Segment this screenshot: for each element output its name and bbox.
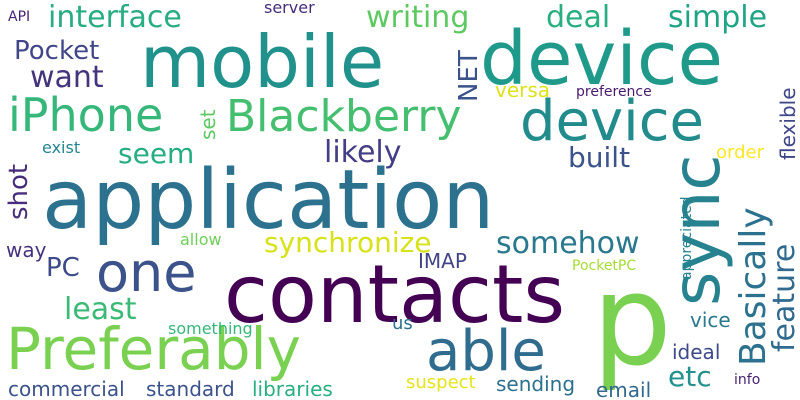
word-info: info	[734, 372, 761, 388]
word-allow: allow	[180, 230, 222, 249]
word-net: NET	[454, 50, 484, 102]
word-least: least	[64, 292, 137, 327]
word-able: able	[426, 319, 546, 384]
word-sending: sending	[496, 372, 576, 396]
word-device-top: device	[480, 16, 724, 102]
word-versa: versa	[495, 78, 551, 102]
word-shot: shot	[4, 163, 34, 220]
word-order: order	[716, 142, 764, 163]
word-pocket: Pocket	[14, 36, 100, 66]
word-seem: seem	[118, 137, 195, 170]
word-vice: vice	[690, 308, 731, 332]
word-synchronize: synchronize	[264, 226, 432, 259]
word-sync: sync	[658, 154, 735, 306]
word-feature: feature	[767, 243, 800, 352]
word-way: way	[6, 238, 47, 262]
word-want: want	[30, 60, 104, 95]
word-etc: etc	[668, 360, 712, 393]
word-flexible: flexible	[776, 87, 800, 161]
word-libraries: libraries	[252, 377, 333, 400]
word-server: server	[264, 0, 315, 17]
word-imap: IMAP	[418, 249, 467, 273]
word-ideal: ideal	[672, 340, 721, 364]
word-mobile: mobile	[140, 20, 385, 104]
word-iphone: iPhone	[8, 88, 164, 142]
word-interface: interface	[48, 0, 182, 35]
word-pocketpc: PocketPC	[572, 258, 637, 274]
word-something: something	[168, 319, 253, 338]
word-one: one	[96, 241, 197, 304]
word-api: API	[8, 9, 31, 25]
word-application: application	[42, 153, 495, 248]
word-commercial: commercial	[8, 377, 125, 400]
word-likely: likely	[324, 135, 402, 170]
word-standard: standard	[146, 377, 235, 400]
word-pc: PC	[46, 253, 80, 283]
word-p: p	[592, 247, 672, 394]
word-preference: preference	[576, 84, 652, 100]
word-writing: writing	[366, 0, 470, 35]
word-built: built	[568, 141, 631, 174]
word-us: us	[392, 313, 413, 334]
word-set: set	[196, 109, 220, 140]
word-blackberry: Blackberry	[226, 91, 462, 142]
word-suspect: suspect	[406, 372, 476, 393]
word-simple: simple	[668, 0, 768, 35]
word-somehow: somehow	[496, 226, 640, 261]
word-preferably: Preferably	[6, 315, 301, 383]
word-contacts: contacts	[224, 248, 566, 341]
word-exist: exist	[42, 138, 81, 157]
word-appreciated: appreciated	[679, 196, 695, 280]
word-device: device	[520, 89, 704, 154]
word-email: email	[596, 378, 652, 400]
word-deal: deal	[546, 0, 611, 35]
